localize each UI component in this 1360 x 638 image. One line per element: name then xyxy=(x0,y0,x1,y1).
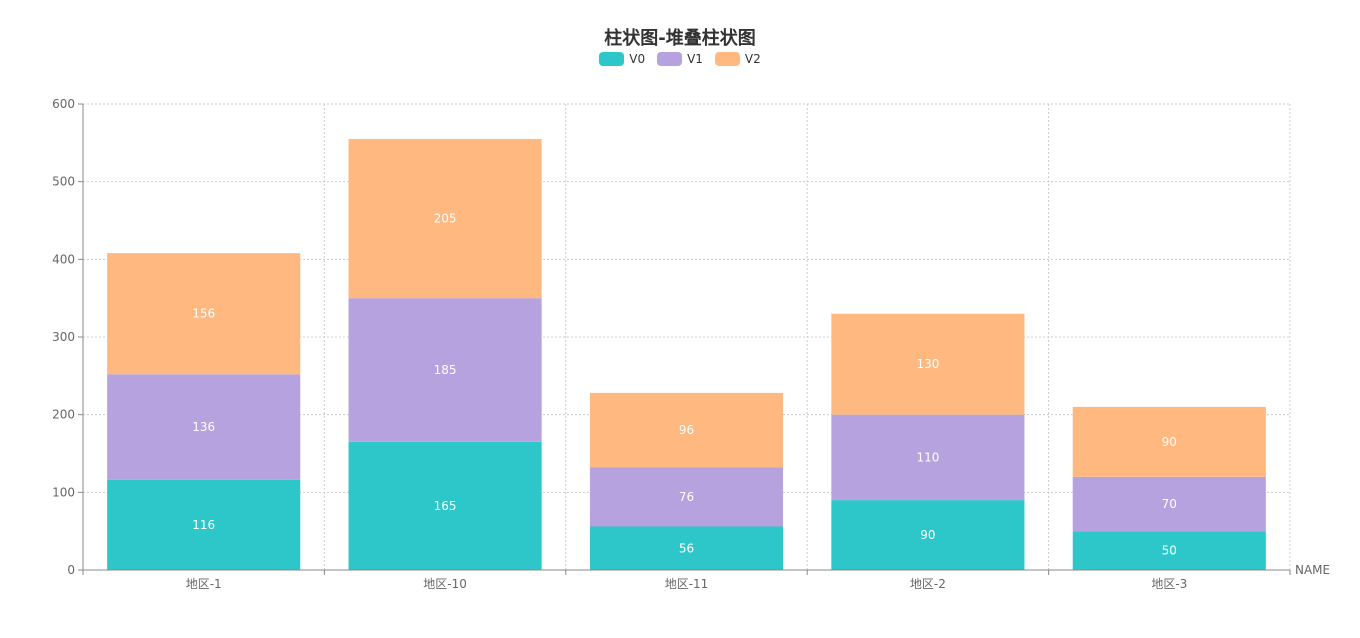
legend: V0 V1 V2 xyxy=(0,52,1360,69)
bar-label-V2-1: 205 xyxy=(434,212,457,226)
x-tick-label-3: 地区-2 xyxy=(910,577,946,591)
x-axis-name: NAME xyxy=(1295,563,1330,577)
bar-V1-1 xyxy=(348,298,542,442)
legend-swatch-V0 xyxy=(599,52,625,66)
legend-item-V2[interactable]: V2 xyxy=(714,52,761,66)
legend-label-V2: V2 xyxy=(744,52,761,66)
y-tick-label-6: 600 xyxy=(52,97,75,111)
legend-swatch-V2 xyxy=(714,52,740,66)
x-tick-label-0: 地区-1 xyxy=(186,577,222,591)
bar-label-V0-3: 90 xyxy=(920,528,935,542)
bar-V1-2 xyxy=(589,467,784,527)
bar-V2-1 xyxy=(348,138,542,299)
bar-label-V1-3: 110 xyxy=(916,450,939,464)
bar-label-V1-1: 185 xyxy=(434,363,457,377)
bar-V2-0 xyxy=(107,253,301,375)
bar-V0-2 xyxy=(589,526,784,570)
bar-label-V2-4: 90 xyxy=(1162,435,1177,449)
bar-V2-2 xyxy=(589,392,784,468)
y-tick-label-0: 0 xyxy=(67,563,75,577)
x-tick-label-4: 地区-3 xyxy=(1151,577,1187,591)
bar-V2-4 xyxy=(1072,406,1266,477)
bar-label-V0-1: 165 xyxy=(434,499,457,513)
bar-label-V1-0: 136 xyxy=(192,420,215,434)
legend-item-V0[interactable]: V0 xyxy=(599,52,645,66)
legend-label-V1: V1 xyxy=(687,52,703,66)
legend-label-V0: V0 xyxy=(629,52,646,66)
legend-item-V1[interactable]: V1 xyxy=(657,52,703,66)
bar-V2-3 xyxy=(831,313,1025,415)
bar-label-V2-0: 156 xyxy=(192,307,215,321)
bar-V1-0 xyxy=(107,374,301,480)
bar-V0-3 xyxy=(831,500,1025,570)
chart-title: 柱状图-堆叠柱状图 xyxy=(604,28,756,49)
bar-label-V1-2: 76 xyxy=(679,490,694,504)
bar-V0-4 xyxy=(1072,531,1266,570)
bar-label-V1-4: 70 xyxy=(1162,497,1177,511)
bar-label-V2-2: 96 xyxy=(679,423,694,437)
x-tick-label-2: 地区-11 xyxy=(665,577,709,591)
bar-label-V0-2: 56 xyxy=(679,541,694,555)
y-tick-label-1: 100 xyxy=(52,485,75,499)
bar-label-V2-3: 130 xyxy=(916,357,939,371)
bar-V1-4 xyxy=(1072,476,1266,532)
bar-label-V0-0: 116 xyxy=(192,518,215,532)
legend-swatch-V1 xyxy=(657,52,683,66)
y-tick-label-4: 400 xyxy=(52,252,75,266)
y-tick-label-5: 500 xyxy=(52,175,75,189)
bar-label-V0-4: 50 xyxy=(1162,544,1177,558)
y-tick-label-2: 200 xyxy=(52,408,75,422)
bar-V1-3 xyxy=(831,414,1025,501)
x-tick-label-1: 地区-10 xyxy=(423,577,467,591)
bar-V0-1 xyxy=(348,441,542,570)
bar-V0-0 xyxy=(107,479,301,570)
y-tick-label-3: 300 xyxy=(52,330,75,344)
